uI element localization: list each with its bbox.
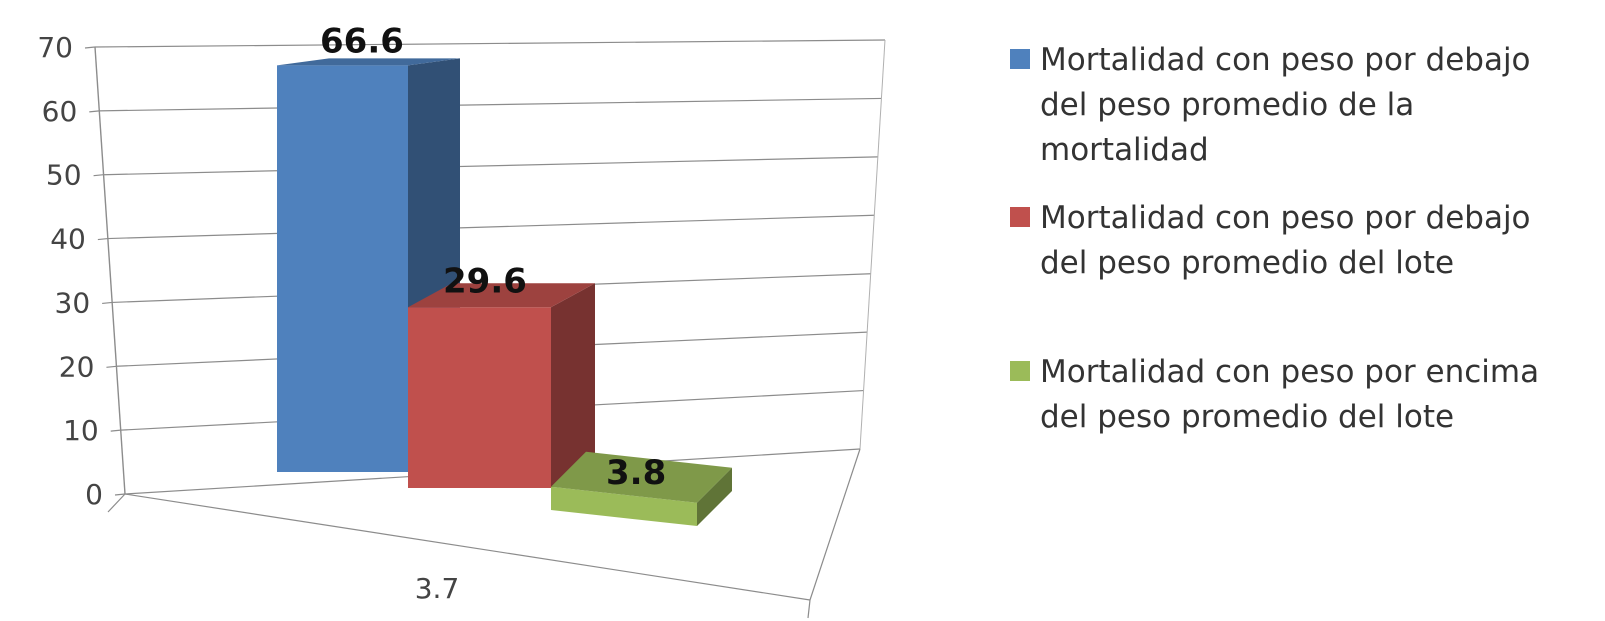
y-tick-mark-0 (114, 493, 126, 496)
y-tick-label-20: 20 (59, 350, 95, 383)
y-tick-label-70: 70 (37, 31, 73, 64)
y-tick-mark-20 (106, 365, 117, 368)
bar-3-front (551, 486, 697, 526)
legend-label-1: Mortalidad con peso por debajo del peso … (1040, 42, 1531, 168)
gridline-60 (99, 97, 882, 112)
gridline-40 (107, 214, 875, 240)
axes: 0 10 20 30 40 50 60 70 3.7 (37, 31, 886, 619)
y-tick-label-30: 30 (55, 286, 91, 319)
bar-1-top (277, 58, 460, 66)
legend-item-1: Mortalidad con peso por debajo del peso … (1010, 38, 1580, 173)
y-tick-label-10: 10 (63, 414, 99, 447)
legend-swatch-1 (1010, 49, 1030, 69)
x-category-label: 3.7 (415, 572, 460, 605)
floor-front-edge (124, 493, 811, 601)
floor-left-tick (107, 493, 126, 513)
gridline-50 (103, 156, 878, 176)
bars (277, 58, 732, 526)
legend-item-2: Mortalidad con peso por debajo del peso … (1010, 196, 1580, 286)
legend-swatch-2 (1010, 207, 1030, 227)
bar-3-top (551, 451, 732, 503)
bar-2-side (551, 283, 595, 488)
data-label-3: 3.8 (606, 453, 666, 493)
data-label-1: 66.6 (320, 21, 404, 61)
y-tick-label-60: 60 (42, 95, 78, 128)
bar-3 (551, 451, 732, 526)
legend-label-3: Mortalidad con peso por encima del peso … (1040, 354, 1540, 435)
y-tick-mark-60 (89, 110, 100, 113)
bar-3-side (697, 467, 732, 526)
back-wall-edge (859, 39, 886, 450)
y-tick-label-40: 40 (50, 223, 86, 256)
gridline-70 (94, 39, 886, 48)
bar-2-front (408, 307, 551, 488)
y-tick-mark-70 (84, 46, 96, 49)
floor-right-tick (807, 599, 811, 619)
y-tick-mark-40 (97, 237, 108, 241)
y-tick-label-0: 0 (85, 478, 103, 511)
legend-label-2: Mortalidad con peso por debajo del peso … (1040, 200, 1531, 281)
y-tick-label-50: 50 (46, 159, 82, 192)
data-label-2: 29.6 (443, 261, 527, 301)
y-tick-mark-50 (93, 174, 104, 177)
legend-item-3: Mortalidad con peso por encima del peso … (1010, 350, 1580, 440)
y-tick-mark-30 (102, 301, 113, 305)
y-tick-mark-10 (110, 429, 121, 432)
bar-2 (408, 283, 595, 488)
bar-2-top (408, 283, 595, 308)
bar-1-front (277, 65, 408, 472)
y-axis-line (94, 46, 126, 495)
floor-right-edge (809, 448, 861, 601)
data-labels: 66.6 29.6 3.8 (320, 21, 666, 492)
legend-swatch-3 (1010, 361, 1030, 381)
